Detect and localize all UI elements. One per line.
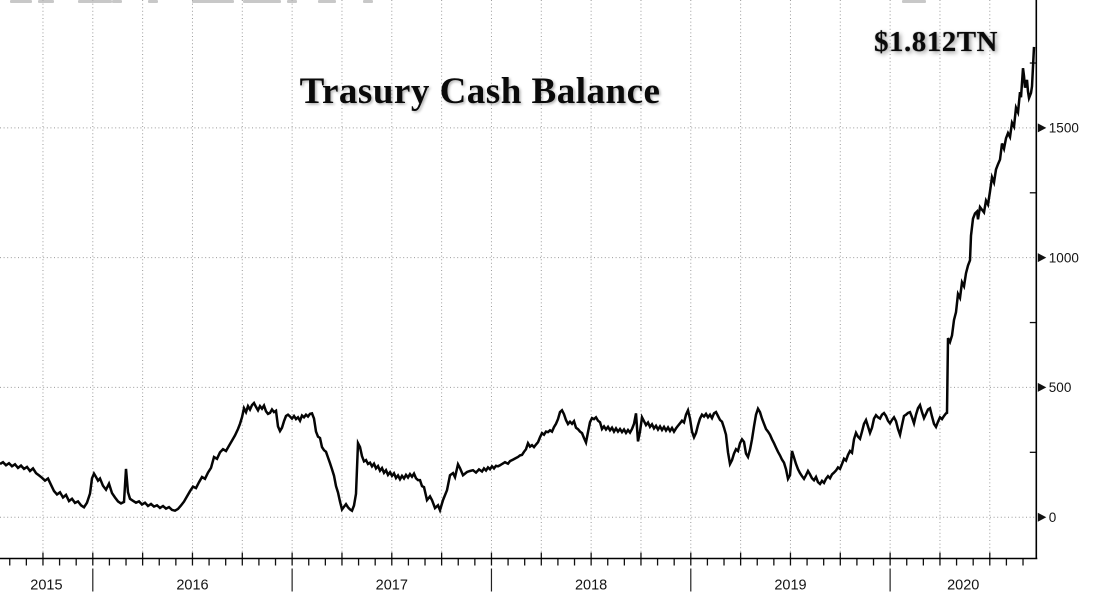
crop-mark: [78, 0, 112, 3]
crop-mark: [902, 0, 926, 3]
crop-mark: [243, 0, 281, 3]
y-axis-tick-label: 1500: [1049, 121, 1079, 136]
chart-title: Trasury Cash Balance: [299, 71, 661, 112]
y-tick-arrow-icon: [1037, 253, 1047, 263]
cropped-header-artifacts: [0, 0, 1107, 5]
y-tick-arrow-icon: [1037, 382, 1047, 392]
crop-mark: [112, 0, 122, 3]
x-axis-year-label: 2015: [30, 578, 62, 593]
crop-mark: [192, 0, 234, 3]
crop-mark: [287, 0, 297, 3]
y-tick-arrow-icon: [1037, 123, 1047, 133]
x-axis-year-label: 2020: [947, 578, 979, 593]
y-tick-arrow-icon: [1037, 512, 1047, 522]
price-line: [0, 46, 1036, 514]
y-axis-tick-label: 0: [1049, 510, 1057, 525]
y-axis-tick-label: 1000: [1049, 250, 1079, 265]
crop-mark: [363, 0, 373, 3]
x-axis-year-label: 2016: [176, 578, 208, 593]
crop-mark: [148, 0, 158, 3]
crop-mark: [318, 0, 336, 3]
x-axis-year-label: 2017: [376, 578, 408, 593]
crop-mark: [38, 0, 54, 3]
peak-value-annotation: $1.812TN: [873, 26, 999, 58]
x-axis-year-label: 2019: [774, 578, 806, 593]
y-axis-tick-label: 500: [1049, 380, 1072, 395]
crop-mark: [10, 0, 32, 3]
x-axis-year-label: 2018: [575, 578, 607, 593]
